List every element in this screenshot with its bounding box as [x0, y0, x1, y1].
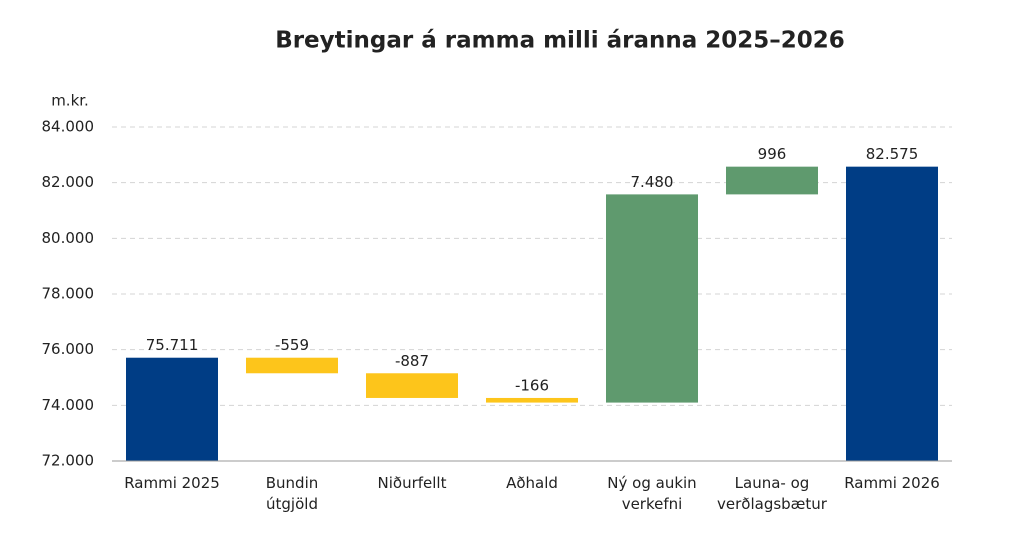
x-tick-label: Ný og aukin verkefni: [607, 474, 697, 513]
x-tick-label: Rammi 2026: [844, 474, 940, 492]
bar: [606, 194, 698, 403]
y-tick-label: 76.000: [42, 340, 95, 358]
x-tick-label: Launa- og verðlagsbætur: [717, 474, 827, 513]
y-axis-label: m.kr.: [51, 92, 89, 110]
bar: [126, 357, 218, 461]
y-tick-label: 82.000: [42, 173, 95, 191]
y-tick-label: 84.000: [42, 118, 95, 136]
bar: [726, 166, 818, 195]
y-tick-label: 78.000: [42, 285, 95, 303]
value-label: -887: [395, 352, 429, 370]
value-label: 7.480: [631, 173, 674, 191]
value-label: 996: [758, 145, 787, 163]
y-tick-label: 80.000: [42, 229, 95, 247]
chart-title: Breytingar á ramma milli áranna 2025–202…: [275, 28, 845, 54]
x-tick-label: Rammi 2025: [124, 474, 220, 492]
x-tick-label: Bundin útgjöld: [265, 474, 319, 513]
value-label: 75.711: [146, 336, 199, 354]
y-tick-label: 72.000: [42, 452, 95, 470]
value-label: -166: [515, 376, 549, 394]
x-tick-label: Aðhald: [506, 474, 558, 492]
bar: [486, 397, 578, 403]
bar: [366, 373, 458, 398]
value-label: 82.575: [866, 145, 919, 163]
x-tick-label: Niðurfellt: [377, 474, 447, 492]
value-label: -559: [275, 336, 309, 354]
bar: [246, 357, 338, 374]
bar: [846, 166, 938, 461]
y-tick-label: 74.000: [42, 396, 95, 414]
